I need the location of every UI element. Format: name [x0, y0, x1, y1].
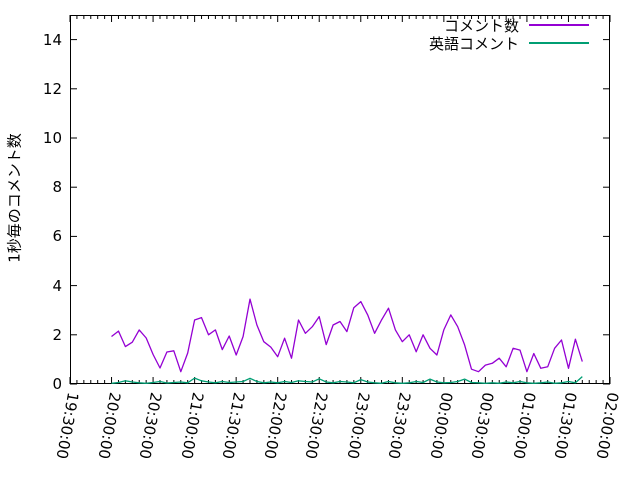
series-line-comments: [111, 298, 583, 373]
y-tick-label: 4: [52, 277, 62, 295]
legend-item-english-comments: 英語コメント: [428, 34, 589, 53]
legend-item-comments: コメント数: [429, 16, 589, 35]
y-tick-label: 10: [42, 129, 62, 147]
plot-frame: [70, 15, 610, 384]
y-tick-label: 6: [52, 227, 62, 245]
y-tick-label: 8: [52, 178, 62, 196]
y-tick-label: 14: [42, 31, 62, 49]
y-tick-label: 2: [52, 326, 62, 344]
y-tick-label: 0: [52, 375, 62, 393]
legend: コメント数 英語コメント: [428, 16, 589, 53]
legend-label-english-comments: 英語コメント: [428, 34, 519, 53]
legend-line-sample-english-comments: [529, 42, 589, 44]
y-tick-label: 12: [42, 80, 62, 98]
legend-label-comments: コメント数: [443, 16, 519, 35]
legend-line-sample-comments: [529, 24, 589, 26]
series-line-english-comments: [111, 376, 583, 384]
